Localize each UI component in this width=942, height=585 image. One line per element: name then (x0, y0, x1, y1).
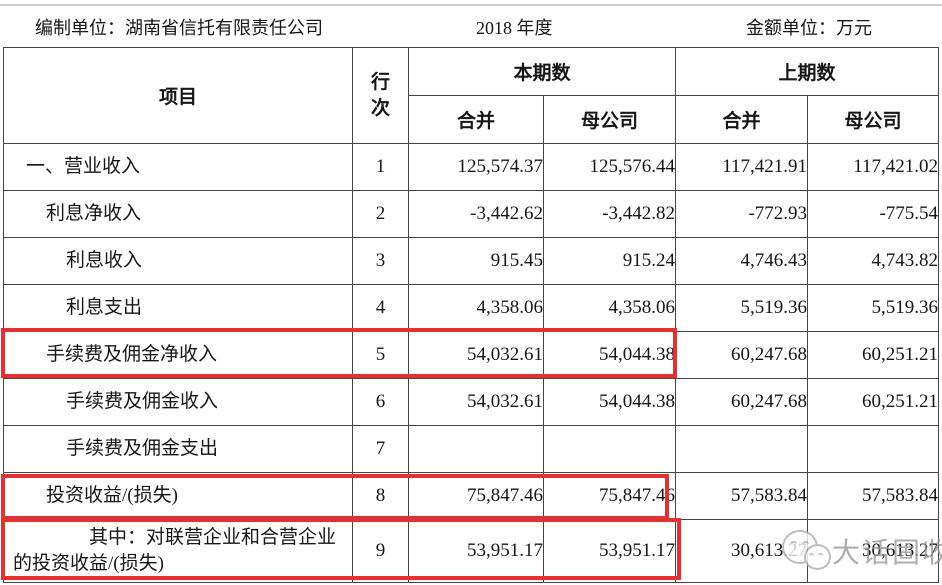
row-item-label: 利息支出 (3, 284, 353, 332)
cell-current-consolidated: 54,032.61 (408, 331, 544, 379)
col-header-current-period: 本期数 (407, 47, 677, 96)
cell-prior-consolidated: 60,247.68 (675, 331, 809, 379)
col-header-current-consolidated: 合并 (408, 95, 544, 144)
cell-prior-parent: 60,251.21 (807, 331, 940, 379)
row-item-label: 利息净收入 (3, 190, 353, 238)
cell-prior-consolidated: 57,583.84 (675, 472, 809, 520)
income-statement-table: 项目 行次 本期数 上期数 合并 母公司 合并 母公司 一、营业收入 1 125… (3, 47, 940, 583)
cell-prior-consolidated: -772.93 (675, 190, 809, 238)
cell-current-parent (542, 425, 677, 473)
prepared-by-label: 编制单位：湖南省信托有限责任公司 (35, 18, 323, 38)
table-body: 一、营业收入 1 125,574.37 125,576.44 117,421.9… (3, 143, 940, 583)
cell-current-parent: 125,576.44 (542, 143, 677, 191)
cell-prior-parent: 4,743.82 (807, 237, 940, 285)
cell-current-consolidated: -3,442.62 (408, 190, 544, 238)
wechat-logo-icon (780, 528, 832, 574)
cell-current-parent: 54,044.38 (542, 331, 677, 379)
row-line-number: 9 (352, 519, 409, 583)
cell-current-consolidated: 53,951.17 (408, 519, 544, 583)
cell-prior-consolidated (675, 425, 809, 473)
cell-prior-parent: 5,519.36 (807, 284, 940, 332)
cell-current-consolidated: 4,358.06 (408, 284, 544, 332)
title-row: 编制单位：湖南省信托有限责任公司 2018 年度 金额单位：万元 (0, 14, 942, 40)
table-row: 手续费及佣金支出 7 (3, 425, 940, 473)
cell-prior-parent: 117,421.02 (807, 143, 940, 191)
table-row: 手续费及佣金收入 6 54,032.61 54,044.38 60,247.68… (3, 378, 940, 426)
cell-prior-parent: -775.54 (807, 190, 940, 238)
row-item-label: 利息收入 (3, 237, 353, 285)
watermark-text: 大话固收 (832, 538, 942, 569)
table-row: 利息支出 4 4,358.06 4,358.06 5,519.36 5,519.… (3, 284, 940, 332)
row-item-label: 手续费及佣金收入 (3, 378, 353, 426)
table-header: 项目 行次 本期数 上期数 合并 母公司 合并 母公司 (3, 47, 940, 144)
top-divider (0, 4, 942, 6)
table-row: 投资收益/(损失) 8 75,847.46 75,847.46 57,583.8… (3, 472, 940, 520)
cell-current-parent: 54,044.38 (542, 378, 677, 426)
cell-current-consolidated: 915.45 (408, 237, 544, 285)
row-line-number: 3 (352, 237, 409, 285)
cell-prior-consolidated: 60,247.68 (675, 378, 809, 426)
row-line-number: 1 (352, 143, 409, 191)
cell-prior-parent: 60,251.21 (807, 378, 940, 426)
cell-current-consolidated: 54,032.61 (408, 378, 544, 426)
row-item-label: 其中：对联营企业和合营企业的投资收益/(损失) (3, 519, 353, 583)
cell-current-parent: 53,951.17 (542, 519, 677, 583)
row-line-number: 2 (352, 190, 409, 238)
cell-current-consolidated (408, 425, 544, 473)
cell-current-parent: 75,847.46 (542, 472, 677, 520)
cell-current-parent: 915.24 (542, 237, 677, 285)
row-item-label: 投资收益/(损失) (3, 472, 353, 520)
table-row: 利息净收入 2 -3,442.62 -3,442.82 -772.93 -775… (3, 190, 940, 238)
cell-current-parent: 4,358.06 (542, 284, 677, 332)
amount-unit-label: 金额单位：万元 (746, 18, 872, 38)
row-line-number: 5 (352, 331, 409, 379)
cell-prior-parent (807, 425, 940, 473)
row-line-number: 8 (352, 472, 409, 520)
cell-current-consolidated: 75,847.46 (408, 472, 544, 520)
row-line-number: 6 (352, 378, 409, 426)
row-item-label: 一、营业收入 (3, 143, 353, 191)
row-line-number: 4 (352, 284, 409, 332)
col-header-current-parent: 母公司 (542, 95, 677, 144)
col-header-item: 项目 (3, 47, 353, 144)
table-row: 一、营业收入 1 125,574.37 125,576.44 117,421.9… (3, 143, 940, 191)
cell-prior-consolidated: 117,421.91 (675, 143, 809, 191)
table-row: 利息收入 3 915.45 915.24 4,746.43 4,743.82 (3, 237, 940, 285)
col-header-prior-parent: 母公司 (807, 95, 940, 144)
cell-prior-consolidated: 4,746.43 (675, 237, 809, 285)
col-header-prior-period: 上期数 (675, 47, 940, 96)
fiscal-period-label: 2018 年度 (476, 18, 553, 38)
watermark: 大话固收 (780, 528, 942, 574)
cell-current-consolidated: 125,574.37 (408, 143, 544, 191)
cell-prior-parent: 57,583.84 (807, 472, 940, 520)
row-line-number: 7 (352, 425, 409, 473)
cell-current-parent: -3,442.82 (542, 190, 677, 238)
table-row: 手续费及佣金净收入 5 54,032.61 54,044.38 60,247.6… (3, 331, 940, 379)
col-header-prior-consolidated: 合并 (675, 95, 809, 144)
cell-prior-consolidated: 5,519.36 (675, 284, 809, 332)
chat-bubble-small (804, 544, 831, 570)
col-header-line-no: 行次 (352, 47, 409, 144)
row-item-label: 手续费及佣金支出 (3, 425, 353, 473)
row-item-label: 手续费及佣金净收入 (3, 331, 353, 379)
